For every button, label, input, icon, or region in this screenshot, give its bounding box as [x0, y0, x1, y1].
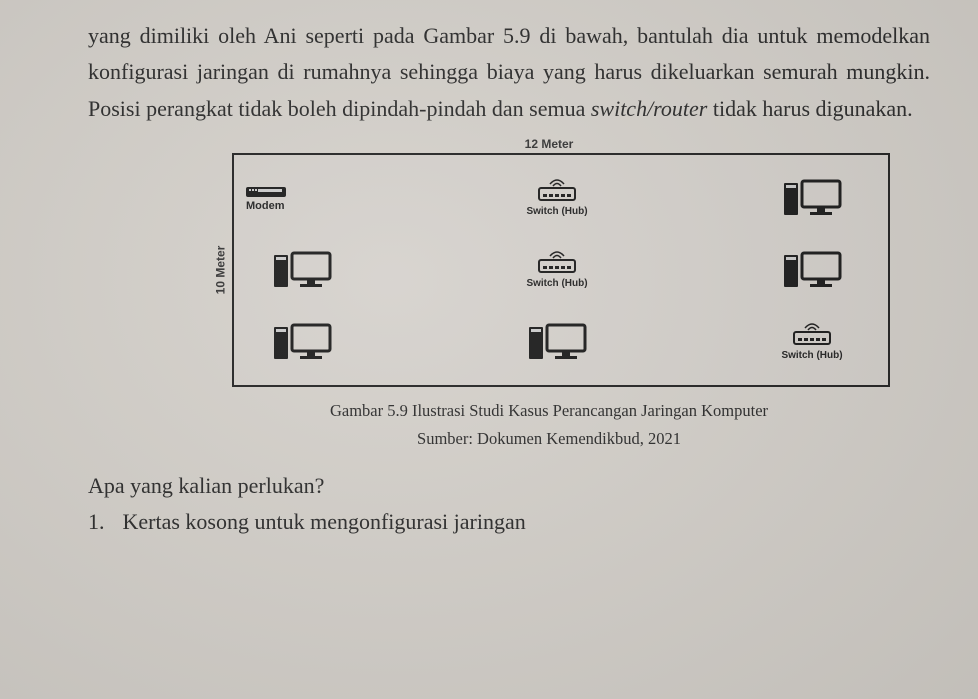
numbered-list-item: 1. Kertas kosong untuk mengonfigurasi ja…: [88, 509, 930, 535]
desktop-pc-icon: [272, 249, 332, 291]
desktop-pc-icon: [782, 177, 842, 219]
height-dimension-label: 10 Meter: [213, 246, 227, 295]
pc-cell: [752, 249, 872, 291]
list-number: 1.: [88, 509, 105, 535]
modem-cell: Modem: [242, 184, 362, 212]
switch-label: Switch (Hub): [781, 350, 842, 361]
switch-label: Switch (Hub): [526, 278, 587, 289]
diagram-row: Switch (Hub): [242, 235, 872, 305]
switch-cell: Switch (Hub): [497, 178, 617, 217]
switch-cell: Switch (Hub): [752, 322, 872, 361]
para-italic: switch/router: [591, 96, 708, 121]
room-outline: Modem Switch (Hub): [232, 153, 890, 387]
pc-cell: [497, 321, 617, 363]
desktop-pc-icon: [782, 249, 842, 291]
diagram-figure: 12 Meter 10 Meter: [208, 137, 890, 449]
body-paragraph: yang dimiliki oleh Ani seperti pada Gamb…: [88, 18, 930, 127]
para-text-b: tidak harus digunakan.: [707, 96, 912, 121]
figure-caption: Gambar 5.9 Ilustrasi Studi Kasus Peranca…: [208, 401, 890, 421]
section-question: Apa yang kalian perlukan?: [88, 473, 930, 499]
diagram-row: Modem Switch (Hub): [242, 163, 872, 233]
switch-hub-icon: [535, 178, 579, 204]
list-text: Kertas kosong untuk mengonfigurasi jarin…: [123, 509, 526, 535]
switch-hub-icon: [535, 250, 579, 276]
desktop-pc-icon: [527, 321, 587, 363]
pc-cell: [752, 177, 872, 219]
desktop-pc-icon: [272, 321, 332, 363]
figure-source: Sumber: Dokumen Kemendikbud, 2021: [208, 429, 890, 449]
width-dimension-label: 12 Meter: [208, 137, 890, 151]
diagram-row: Switch (Hub): [242, 307, 872, 377]
pc-cell: [242, 321, 362, 363]
modem-label: Modem: [246, 200, 285, 212]
modem-icon: [246, 184, 286, 200]
switch-label: Switch (Hub): [526, 206, 587, 217]
switch-hub-icon: [790, 322, 834, 348]
switch-cell: Switch (Hub): [497, 250, 617, 289]
pc-cell: [242, 249, 362, 291]
